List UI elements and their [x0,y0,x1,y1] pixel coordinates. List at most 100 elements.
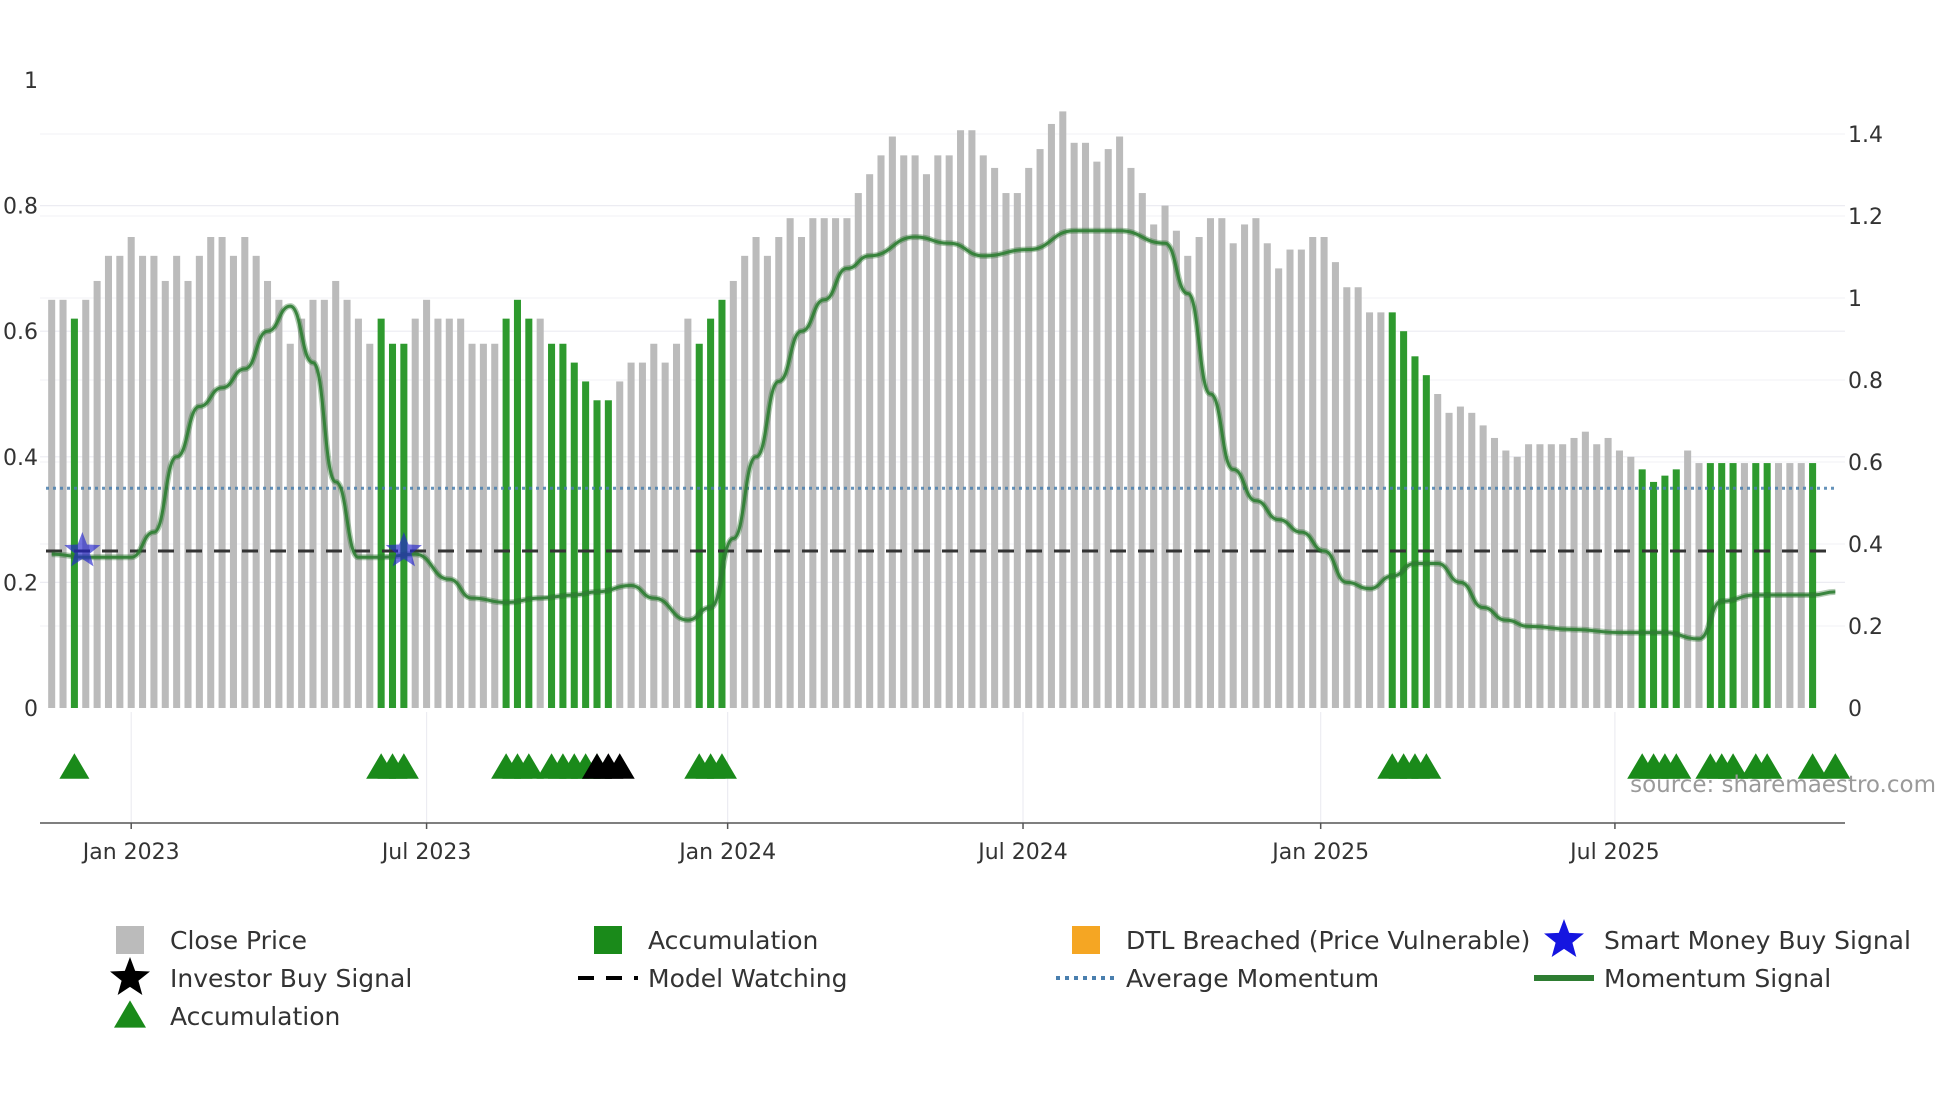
close-price-bar [820,218,828,708]
close-price-bar [411,318,419,708]
legend-label: Smart Money Buy Signal [1604,926,1911,955]
legend-label: Average Momentum [1126,964,1379,993]
legend-label: Momentum Signal [1604,964,1831,993]
accumulation-triangle [388,753,419,779]
close-price-bar [1070,142,1078,709]
close-price-bar [1184,255,1192,708]
legend-item: Smart Money Buy Signal [1544,919,1911,957]
close-price-bar [866,174,874,708]
close-price-bar [1138,193,1146,709]
accumulation-triangle [1718,753,1749,779]
accumulation-triangle [513,753,544,779]
close-price-bar [82,299,90,708]
close-price-bar [1229,243,1237,708]
close-price-bar [729,280,737,708]
close-price-bar [661,362,669,708]
accumulation-bar [707,318,715,708]
close-price-bar [1206,218,1214,708]
accumulation-bar [1400,331,1408,708]
close-price-bar [1559,444,1567,708]
close-price-bar [1695,463,1703,708]
close-price-bar [638,362,646,708]
close-price-bar [1047,123,1055,708]
close-price-bar [423,299,431,708]
close-price-bar [1025,167,1033,709]
close-price-bar [309,299,317,708]
close-price-bar [957,130,965,709]
accumulation-bar [1729,463,1737,708]
close-price-bar [1604,437,1612,708]
close-price-bar [457,318,465,708]
accumulation-bar [70,318,78,708]
close-price-bar [1297,249,1305,708]
close-price-bar [1354,287,1362,708]
accumulation-bar [1650,481,1658,708]
close-price-bar [1377,312,1385,708]
close-price-bar [684,318,692,708]
legend-label: Model Watching [648,964,848,993]
close-price-bar [1161,205,1169,708]
accumulation-bar [1638,469,1646,708]
legend-item: Momentum Signal [1534,964,1831,993]
momentum-signal-line [51,229,1836,641]
close-price-bar [1241,224,1249,708]
close-price-bar [354,318,362,708]
left-axis-tick-label: 0.4 [3,446,38,471]
close-price-bar [797,237,806,708]
close-price-bar [616,381,624,708]
accumulation-bar [377,318,385,708]
marker-layer [59,532,1851,779]
accumulation-bar [1809,463,1817,708]
right-axis-tick-label: 0.8 [1848,369,1883,394]
close-price-bar [1081,142,1090,709]
legend-swatch [594,926,622,954]
close-price-bar [1774,463,1783,708]
right-axis-tick-label: 0.6 [1848,451,1883,476]
close-price-bar [809,218,817,708]
left-axis-tick-label: 0.6 [3,320,38,345]
close-price-bar [775,237,783,708]
close-price-bar [1581,431,1589,708]
accumulation-bar [582,381,590,708]
close-price-bar [59,299,67,708]
accumulation-bar [604,400,612,708]
close-price-bar [1684,450,1692,708]
close-price-bar [1104,149,1112,708]
close-price-bar [1468,412,1476,708]
close-price-bar [922,174,930,708]
momentum-signal-halo [51,227,1836,642]
close-price-bar [1456,406,1464,708]
close-price-bar [173,255,181,708]
close-price-bar [1547,444,1555,708]
left-axis-tick-label: 1 [24,69,38,94]
close-price-bar [127,237,135,708]
legend-item: Investor Buy Signal [110,957,412,995]
close-price-bar [843,218,851,708]
close-price-bar [1570,437,1578,708]
close-price-bar [1615,450,1623,708]
close-price-bar [968,130,976,709]
close-price-bar [434,318,442,708]
close-price-bar [991,167,999,709]
close-price-bar [1366,312,1374,708]
accumulation-bar [513,299,521,708]
legend-item: Average Momentum [1056,964,1379,993]
legend-star-icon [1544,919,1584,957]
close-price-bar [627,362,635,708]
close-price-bar [275,299,283,708]
close-price-bar [1116,136,1124,708]
close-price-bar [1740,463,1748,708]
x-axis-tick-label: Jul 2024 [976,840,1068,865]
accumulation-bar [525,318,533,708]
close-price-bar [1343,287,1351,708]
legend-item: Model Watching [578,964,848,993]
close-price-bar [343,299,351,708]
close-price-bar [900,155,908,709]
close-price-bar [1013,193,1021,709]
accumulation-bar [695,343,703,708]
right-axis-tick-label: 1 [1848,287,1862,312]
bar-layer [48,111,1817,709]
close-price-bar [332,280,340,708]
close-price-bar [1490,437,1499,708]
